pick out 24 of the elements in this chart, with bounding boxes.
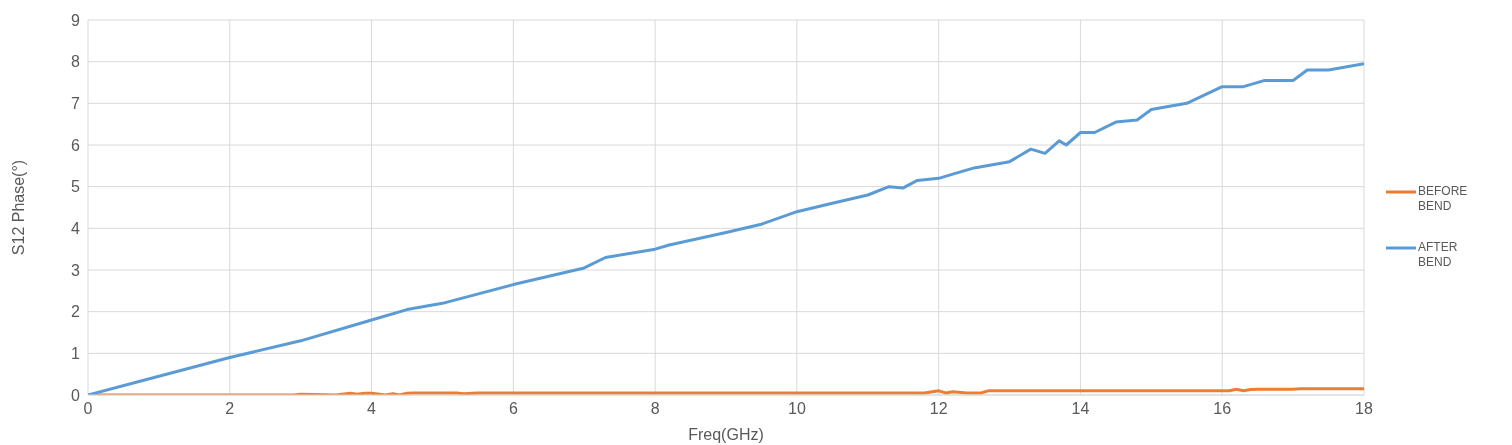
y-tick-label: 8 xyxy=(71,53,81,71)
x-tick-label: 18 xyxy=(1355,400,1373,418)
x-tick-label: 14 xyxy=(1071,400,1090,418)
y-tick-label: 9 xyxy=(71,11,81,29)
x-tick-label: 10 xyxy=(787,400,806,418)
y-axis-title: S12 Phase(°) xyxy=(9,159,27,256)
y-tick-label: 7 xyxy=(71,95,81,113)
legend-label: BEFORE BEND xyxy=(1418,183,1469,214)
x-tick-label: 0 xyxy=(83,400,93,418)
x-tick-label: 6 xyxy=(508,400,518,418)
x-tick-label: 16 xyxy=(1213,400,1232,418)
y-tick-label: 2 xyxy=(71,303,81,321)
y-tick-label: 1 xyxy=(71,345,81,363)
x-tick-label: 2 xyxy=(225,400,235,418)
x-tick-label: 8 xyxy=(650,400,660,418)
y-tick-label: 3 xyxy=(71,261,81,279)
y-tick-label: 4 xyxy=(71,220,81,238)
y-tick-label: 0 xyxy=(71,386,81,404)
y-tick-label: 6 xyxy=(71,136,81,154)
y-tick-label: 5 xyxy=(71,178,81,196)
x-axis-title: Freq(GHz) xyxy=(688,426,764,443)
legend-label: AFTER BEND xyxy=(1418,239,1459,270)
x-tick-label: 12 xyxy=(929,400,948,418)
x-tick-label: 4 xyxy=(367,400,377,418)
